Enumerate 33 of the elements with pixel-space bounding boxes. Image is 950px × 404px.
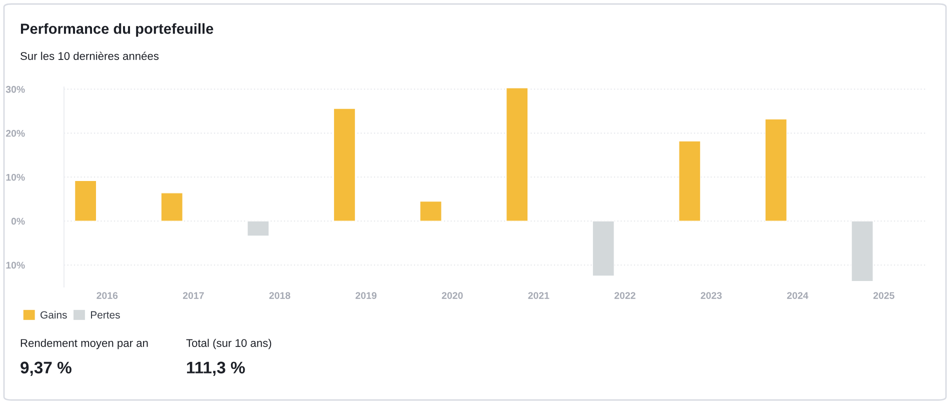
text: 111,3 % <box>187 362 245 376</box>
y-tick-label: 20% <box>6 130 25 137</box>
x-tick-label: 2019 <box>356 292 377 299</box>
x-tick-label: 2020 <box>442 292 463 299</box>
bar <box>506 88 528 222</box>
text: Total (sur 10 ans) <box>186 338 272 350</box>
bar <box>333 108 356 222</box>
y-tick-label: 10% <box>6 262 25 269</box>
y-tick-label: 30% <box>6 86 25 93</box>
x-tick-label: 2023 <box>700 292 722 300</box>
legend-label: Pertes <box>91 311 120 319</box>
bar <box>764 118 788 222</box>
text: 9,37 % <box>20 362 72 376</box>
x-tick-label: 2022 <box>614 292 636 299</box>
bar <box>678 140 701 222</box>
bar <box>160 192 184 222</box>
bar <box>592 220 615 276</box>
x-tick-label: 2021 <box>528 292 550 299</box>
chart-subtitle: Sur les 10 dernières années <box>20 52 159 60</box>
x-tick-label: 2024 <box>787 292 808 299</box>
y-tick-label: 0% <box>11 218 25 225</box>
x-tick-label: 2025 <box>873 292 894 299</box>
bar <box>247 220 270 236</box>
bar <box>420 200 442 222</box>
x-tick-label: 2017 <box>182 292 204 299</box>
bar <box>74 180 97 222</box>
y-tick-label: 10% <box>6 174 25 181</box>
bar <box>851 220 874 282</box>
x-tick-label: 2016 <box>96 292 118 299</box>
x-tick-label: 2018 <box>269 292 290 299</box>
legend-label: Gains <box>40 310 67 319</box>
chart-title: Performance du portefeuille <box>20 23 214 37</box>
text: Rendement moyen par an <box>20 338 148 350</box>
